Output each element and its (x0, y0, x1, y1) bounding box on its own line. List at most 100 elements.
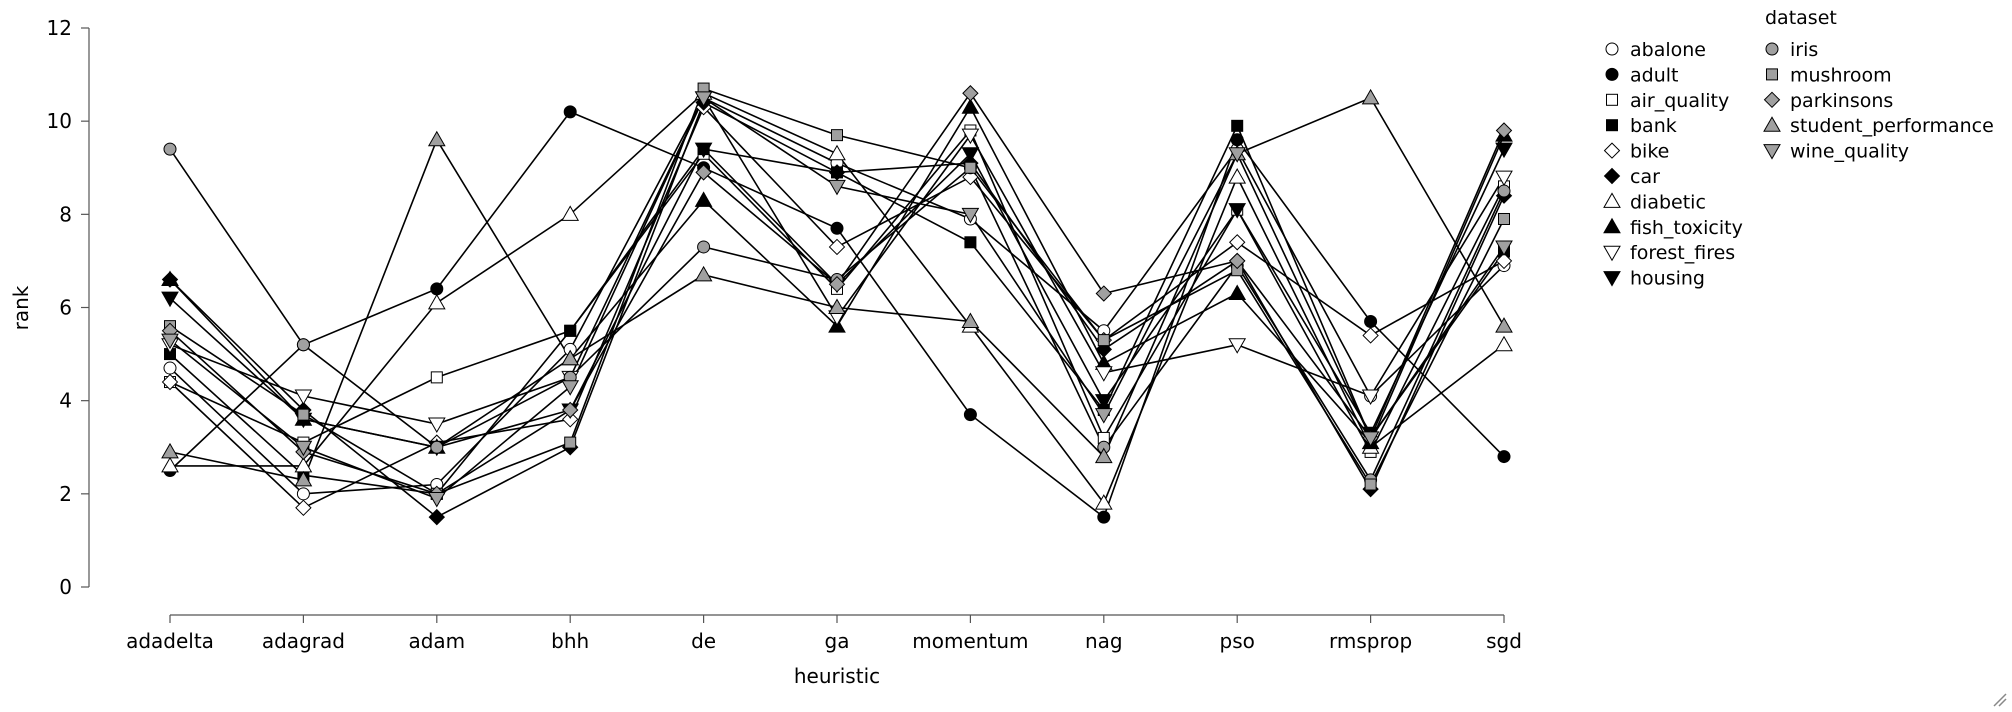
legend-label-wine_quality: wine_quality (1790, 141, 1909, 163)
point-housing-sgd (1495, 142, 1513, 159)
point-wine_quality-pso (1228, 147, 1247, 163)
point-diabetic-adadelta (161, 456, 179, 473)
axes: 0 2 4 6 8 10 12 adadelta adagrad adam bhh de ga momen… (47, 16, 1522, 653)
point-bike-rmsprop (1362, 327, 1379, 344)
point-parkinsons-nag (1095, 285, 1113, 302)
legend-marker-adult (1605, 67, 1619, 81)
legend-label-fish_toxicity: fish_toxicity (1630, 217, 1743, 239)
x-tick-label-adagrad: adagrad (262, 629, 345, 653)
point-adult-momentum (963, 408, 977, 422)
legend-marker-car (1603, 167, 1621, 185)
point-bank-bhh (564, 324, 577, 337)
point-housing-momentum (961, 147, 980, 163)
point-mushroom-adagrad (297, 408, 310, 421)
series-markers (161, 82, 1513, 526)
point-forest_fires-adam (427, 417, 446, 433)
legend-marker-fish_toxicity (1603, 217, 1621, 234)
point-student_performance-bhh (561, 349, 580, 366)
point-wine_quality-adagrad (294, 440, 313, 457)
point-diabetic-ga (828, 144, 846, 161)
x-tick-label-ga: ga (825, 629, 850, 653)
legend-label-abalone: abalone (1630, 39, 1706, 61)
point-parkinsons-momentum (962, 85, 979, 102)
y-tick-label: 6 (59, 296, 72, 320)
point-student_performance-ga (828, 298, 846, 314)
x-tick-label-adam: adam (408, 629, 465, 653)
point-bike-adadelta (161, 373, 179, 391)
point-bike-bhh (561, 411, 579, 428)
point-forest_fires-rmsprop (1361, 389, 1380, 406)
point-iris-adadelta (163, 142, 177, 156)
point-housing-pso (1228, 203, 1247, 219)
point-wine_quality-rmsprop (1361, 431, 1380, 447)
point-bike-pso (1228, 234, 1246, 251)
y-tick-label: 8 (59, 202, 72, 226)
legend-marker-air_quality (1606, 93, 1618, 106)
point-parkinsons-bhh (561, 401, 579, 419)
y-tick-label: 12 (47, 16, 72, 40)
point-parkinsons-pso (1228, 252, 1246, 270)
point-fish_toxicity-de (694, 191, 713, 207)
x-tick-label-momentum: momentum (912, 629, 1028, 653)
legend-marker-housing (1603, 271, 1621, 287)
legend-marker-wine_quality (1763, 144, 1781, 160)
point-student_performance-nag (1094, 447, 1113, 464)
y-axis-title: rank (9, 285, 33, 330)
legend-marker-bike (1603, 142, 1621, 159)
y-tick-label: 4 (59, 389, 72, 413)
point-mushroom-nag (1097, 334, 1110, 347)
x-tick-label-rmsprop: rmsprop (1329, 629, 1412, 653)
legend-marker-bank (1606, 119, 1618, 132)
point-bike-ga (828, 238, 846, 256)
point-forest_fires-pso (1228, 338, 1247, 354)
point-housing-adadelta (161, 291, 179, 308)
point-student_performance-momentum (961, 312, 980, 328)
legend-label-bike: bike (1630, 141, 1669, 163)
legend-label-car: car (1630, 166, 1660, 188)
legend-marker-diabetic (1603, 192, 1621, 208)
resize-handle-icon (1993, 693, 2007, 707)
point-mushroom-momentum (964, 161, 977, 174)
y-tick-label: 2 (59, 482, 72, 506)
point-adult-pso (1230, 133, 1244, 147)
point-abalone-adagrad (296, 487, 310, 501)
x-tick-label-bhh: bhh (551, 629, 589, 653)
point-forest_fires-nag (1094, 366, 1113, 382)
point-wine_quality-nag (1094, 408, 1113, 424)
legend-label-bank: bank (1630, 115, 1677, 137)
point-air_quality-adam (430, 371, 443, 384)
legend-marker-mushroom (1766, 68, 1778, 81)
legend-marker-forest_fires (1603, 245, 1621, 262)
point-forest_fires-sgd (1495, 170, 1513, 187)
legend-title: dataset (1765, 7, 1837, 29)
point-wine_quality-adadelta (161, 333, 179, 350)
point-forest_fires-adagrad (294, 389, 313, 406)
point-diabetic-adam (427, 293, 446, 310)
point-wine_quality-adam (427, 491, 446, 508)
point-fish_toxicity-momentum (961, 98, 980, 114)
x-tick-label-sgd: sgd (1486, 629, 1522, 653)
legend-label-forest_fires: forest_fires (1630, 242, 1735, 264)
point-diabetic-bhh (561, 205, 580, 221)
x-tick-label-nag: nag (1085, 629, 1123, 653)
point-mushroom-ga (831, 129, 843, 142)
point-fish_toxicity-adadelta (161, 270, 179, 287)
legend-label-air_quality: air_quality (1630, 90, 1729, 112)
point-iris-de (697, 240, 711, 254)
legend-marker-iris (1765, 42, 1779, 56)
point-bike-sgd (1495, 252, 1513, 270)
point-car-adam (428, 508, 446, 526)
x-tick-label-de: de (691, 629, 716, 653)
legend-label-adult: adult (1630, 64, 1678, 86)
legend-label-parkinsons: parkinsons (1790, 90, 1893, 112)
x-tick-label-pso: pso (1220, 629, 1255, 653)
point-parkinsons-ga (828, 276, 846, 293)
point-wine_quality-bhh (561, 380, 580, 396)
point-mushroom-bhh (564, 436, 577, 449)
point-student_performance-sgd (1495, 317, 1513, 333)
legend-marker-parkinsons (1763, 91, 1781, 109)
legend-marker-abalone (1605, 42, 1619, 56)
legend-label-diabetic: diabetic (1630, 191, 1706, 213)
y-tick-label: 10 (47, 109, 72, 133)
